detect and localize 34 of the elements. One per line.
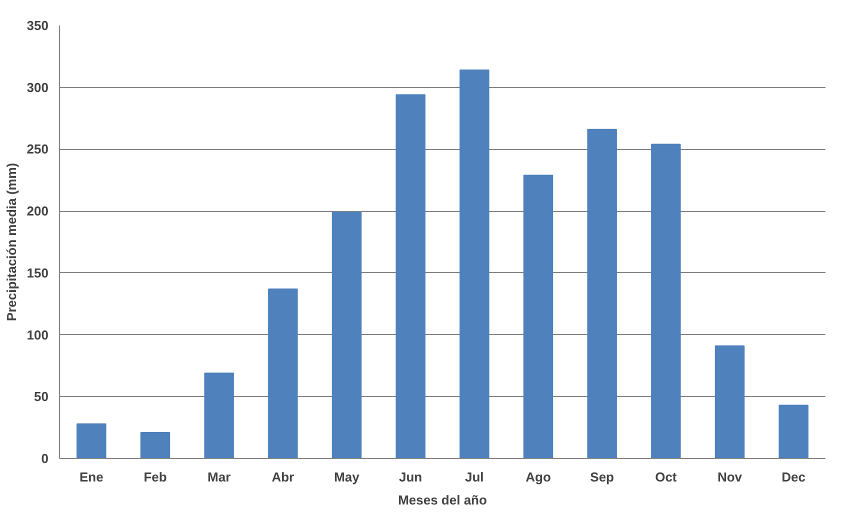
bar [587, 128, 617, 458]
y-tick-label: 150 [26, 265, 49, 280]
y-tick-label: 0 [41, 451, 49, 466]
x-tick-label: Jul [465, 470, 484, 484]
y-tick-label: 100 [26, 327, 49, 342]
y-tick-label: 350 [26, 18, 49, 33]
x-tick-label: Feb [144, 470, 167, 484]
x-tick-label: Dec [782, 470, 806, 484]
y-axis-title: Precipitación media (mm) [4, 162, 19, 322]
x-tick-label: Abr [272, 470, 294, 484]
bar [523, 174, 554, 458]
x-tick-label: Ago [526, 470, 551, 484]
y-tick-label: 300 [26, 80, 49, 95]
x-tick-label: May [334, 470, 360, 484]
x-tick-label: Ene [79, 470, 104, 484]
x-axis-title: Meses del año [398, 492, 487, 508]
y-tick-label: 250 [26, 142, 49, 157]
bar [204, 372, 234, 458]
x-tick-label: Mar [208, 470, 231, 484]
y-tick-label: 50 [34, 389, 49, 404]
y-tick-label: 200 [26, 204, 49, 219]
x-tick-label: Oct [655, 470, 678, 484]
x-tick-label: Nov [717, 470, 743, 484]
bar [460, 70, 490, 458]
bar [76, 423, 106, 458]
x-tick-label: Jun [399, 470, 422, 484]
bar [268, 288, 298, 458]
x-tick-label: Sep [590, 470, 614, 484]
bar [651, 144, 681, 458]
bar [396, 94, 426, 458]
bar [778, 404, 808, 458]
bar [140, 432, 170, 458]
bar [332, 212, 362, 458]
bar [714, 345, 745, 458]
